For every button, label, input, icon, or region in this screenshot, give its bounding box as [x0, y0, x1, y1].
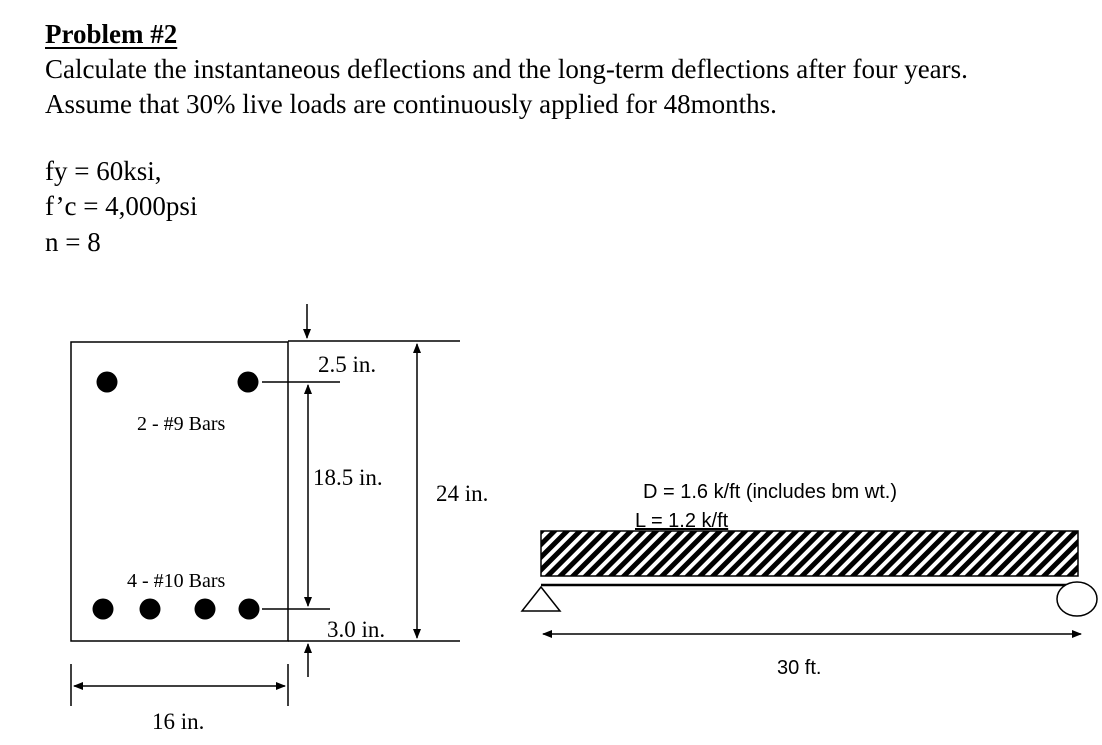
rebar-top-1 — [96, 371, 118, 393]
rebar-bottom-3 — [194, 598, 216, 620]
dimension-lines — [70, 304, 460, 706]
rebar-bottom-1 — [92, 598, 114, 620]
dim-top-cover-label: 2.5 in. — [318, 352, 376, 377]
problem-title: Problem #2 — [45, 19, 178, 49]
problem-statement-line-1: Calculate the instantaneous deflections … — [45, 54, 968, 84]
dim-width-label: 16 in. — [152, 709, 204, 734]
beam-elevation — [520, 530, 1098, 638]
section-outline — [70, 341, 289, 642]
dead-load-label: D = 1.6 k/ft (includes bm wt.) — [643, 481, 897, 503]
beam-cross-section — [70, 341, 289, 642]
dim-height-label: 24 in. — [436, 481, 488, 506]
top-bars-label: 2 - #9 Bars — [137, 413, 226, 435]
span-label: 30 ft. — [777, 657, 821, 679]
roller-support-icon — [1056, 581, 1098, 617]
dim-bottom-cover-label: 3.0 in. — [327, 617, 385, 642]
pin-support-icon — [520, 585, 562, 612]
given-fy: fy = 60ksi, — [45, 156, 162, 186]
rebar-bottom-4 — [238, 598, 260, 620]
live-load-label: L = 1.2 k/ft — [635, 510, 729, 532]
distributed-load-hatch — [540, 530, 1079, 577]
given-n: n = 8 — [45, 227, 101, 257]
given-fc: f’c = 4,000psi — [45, 191, 198, 221]
bottom-bars-label: 4 - #10 Bars — [127, 570, 226, 592]
rebar-bottom-2 — [139, 598, 161, 620]
dim-bar-spacing-label: 18.5 in. — [313, 465, 383, 490]
problem-statement-line-2: Assume that 30% live loads are continuou… — [45, 89, 777, 119]
rebar-top-2 — [237, 371, 259, 393]
